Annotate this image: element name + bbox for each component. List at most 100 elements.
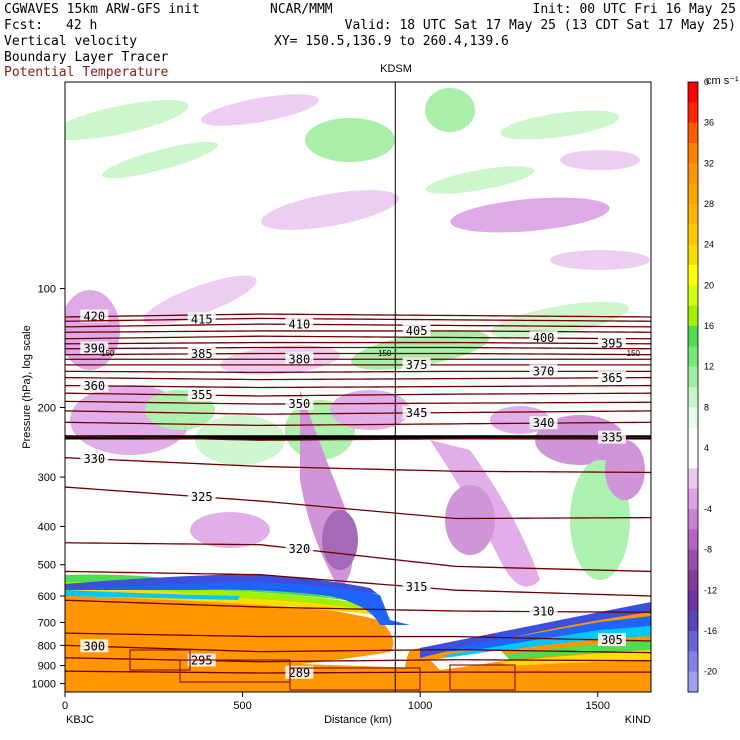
colorbar-frame [687,81,699,693]
theta-label: 410 [289,317,311,331]
theta-contour [65,392,651,397]
y-tick-label: 600 [38,591,56,603]
colorbar-swatch [688,651,698,673]
theta-contour [65,644,651,654]
right-station-label: KIND [625,714,651,726]
theta-label-bg [529,416,558,430]
theta-label: 310 [533,605,555,619]
colorbar-swatch [688,305,698,327]
colorbar-label: 36 [704,118,714,128]
theta-label-bg [597,336,626,350]
theta-label: 385 [191,347,213,361]
y-tick-label: 500 [38,560,56,572]
colorbar-swatch [688,509,698,530]
theta-label-bg [187,489,216,503]
x-tick-label: 500 [233,700,251,712]
theta-label-bg [187,312,216,326]
colorbar-swatch [688,468,698,490]
x-axis: 0 500 1000 1500 [62,692,610,712]
colorbar-label: -20 [704,667,717,677]
y-tick-label: 300 [38,472,56,484]
theta-contour [65,632,651,642]
colorbar-label: 28 [704,199,714,209]
theta-contour [65,384,651,389]
tropopause-marker: 150 [627,349,641,358]
colorbar-swatch [688,244,698,266]
theta-contour [65,317,651,322]
colorbar-swatch [688,102,698,124]
colorbar-label: 0 [704,77,709,87]
theta-contour [65,457,651,474]
theta-label: 355 [191,388,213,402]
theta-label: 415 [191,312,213,326]
theta-label: 365 [601,371,623,385]
colorbar-swatch [688,529,698,551]
y-tick-label: 700 [38,617,56,629]
theta-label-bg [80,309,109,323]
colorbar-swatch [688,285,698,307]
theta-contour [65,542,651,573]
tropopause-marker: 150 [378,349,392,358]
theta-label-bg [402,580,431,594]
colorbar-label: -4 [704,504,712,514]
colorbar-label: 12 [704,362,714,372]
y-axis-title: Pressure (hPa), log scale [21,325,33,449]
theta-label-bg [187,346,216,360]
theta-label-bg [285,317,314,331]
theta-contour [65,341,651,345]
org-label: NCAR/MMM [270,2,333,17]
potential-temperature-contours: 420 415 410 405 400 395 390 385 380 375 370 365 360 3… [65,309,651,680]
colorbar-swatch [688,224,698,246]
tropopause-marker: 150 [101,349,115,358]
y-axis: 100 200 300 400 500 600 700 800 900 1000 [32,284,65,691]
theta-label: 395 [601,337,623,351]
colorbar-swatch [688,671,698,693]
colorbar-label: 20 [704,280,714,290]
theta-label: 315 [406,580,428,594]
x-tick-label: 0 [62,700,68,712]
theta-label-bg [402,323,431,337]
theta-label: 360 [83,379,105,393]
colorbar-swatch [688,82,698,103]
colorbar-label: 8 [704,402,709,412]
colorbar-swatch [688,631,698,652]
colorbar-swatch [688,407,698,429]
vertical-velocity-field: 420 415 410 405 400 395 390 385 380 375 370 365 360 3… [65,88,651,692]
theta-contour [65,486,651,520]
forecast-hour-value: 42 h [66,18,98,33]
theta-contour [65,352,651,356]
colorbar-swatch [688,570,698,591]
colorbar-unit: cm s⁻¹ [706,75,739,87]
theta-label-bg [80,452,109,466]
station-marker-label: KDSM [380,63,412,75]
theta-contour [65,657,651,663]
theta-label-bg [285,665,314,679]
theta-label: 335 [601,431,623,445]
theta-label-bg [597,430,626,444]
theta-label: 370 [533,364,555,378]
theta-label: 420 [83,310,105,324]
theta-label: 390 [83,342,105,356]
theta-label-bg [529,331,558,345]
model-title: CGWAVES 15km ARW-GFS init [4,2,200,17]
theta-contour [65,435,651,441]
theta-label-bg [285,352,314,366]
y-tick-label: 400 [38,521,56,533]
theta-label: 320 [289,542,311,556]
theta-label-bg [80,639,109,653]
theta-label-bg [285,542,314,556]
colorbar-swatch [688,387,698,408]
theta-label-bg [529,604,558,618]
theta-label: 300 [83,639,105,653]
theta-label: 289 [289,666,311,680]
y-tick-label: 800 [38,640,56,652]
theta-label-bg [80,341,109,355]
theta-contour [65,400,651,405]
colorbar-swatch [688,265,698,286]
theta-contour [65,410,651,415]
colorbar-swatch [688,163,698,185]
theta-contour [65,346,651,350]
y-tick-label: 900 [38,661,56,673]
colorbar-swatch [688,427,698,449]
